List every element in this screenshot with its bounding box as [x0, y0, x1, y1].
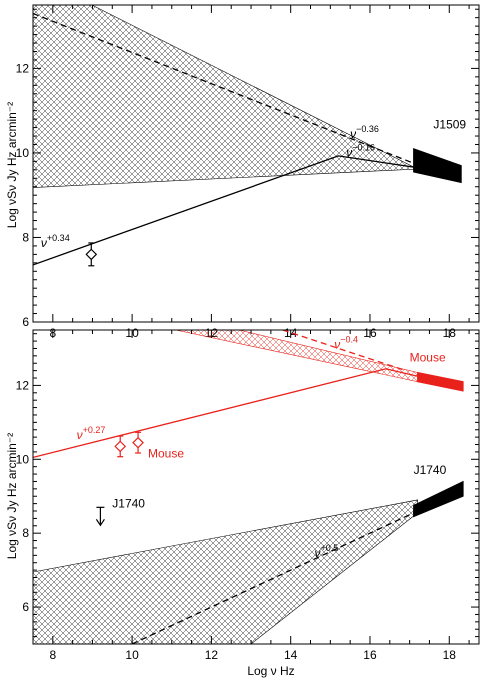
data-point-diamond	[132, 436, 144, 449]
source-label: Mouse	[148, 446, 184, 460]
y-tick-label: 10	[16, 452, 30, 466]
y-tick-label: 8	[22, 230, 29, 244]
source-label: J1509	[433, 117, 466, 131]
data-point-diamond	[114, 440, 127, 453]
y-tick-label: 12	[16, 378, 30, 392]
x-tick-label: 14	[284, 648, 298, 662]
power-law-label: ν+0.27	[77, 425, 106, 442]
spectral-line	[33, 368, 418, 459]
y-axis-label-top: Log νSν Jy Hz arcmin⁻²	[5, 102, 19, 228]
source-label: Mouse	[410, 350, 446, 364]
plot-frame	[32, 4, 480, 323]
hatched-region	[33, 499, 418, 644]
spectral-line	[131, 510, 418, 644]
x-tick-label: 18	[443, 648, 457, 662]
x-axis-label: Log ν Hz	[247, 664, 294, 678]
power-law-label: ν−0.16	[346, 142, 375, 159]
plot-frame	[32, 329, 480, 645]
xray-band	[417, 371, 464, 392]
x-tick-label: 16	[363, 648, 377, 662]
y-tick-label: 10	[16, 146, 30, 160]
source-label: J1740	[414, 463, 447, 477]
plot-area	[33, 5, 462, 267]
power-law-label: ν−0.36	[350, 124, 379, 141]
xray-band	[413, 480, 464, 518]
x-tick-label: 10	[125, 648, 139, 662]
source-label: J1740	[112, 496, 145, 510]
spectral-line	[282, 330, 406, 372]
plot-area	[33, 330, 464, 644]
y-tick-label: 6	[22, 315, 29, 329]
spectral-line	[33, 155, 418, 266]
y-tick-label: 6	[22, 600, 29, 614]
power-law-label: ν−0.4	[334, 334, 358, 351]
y-axis-label-bottom: Log νSν Jy Hz arcmin⁻²	[5, 433, 19, 559]
bottom-panel: Mouse Mouse J1740 J1740 ν+0.27 ν−0.4 ν+0.5 8 10 1…	[16, 329, 480, 662]
power-law-label: ν+0.5	[314, 543, 338, 560]
y-tick-label: 12	[16, 61, 30, 75]
upper-limit-arrowhead	[95, 518, 105, 527]
xray-band	[413, 147, 462, 184]
x-tick-label: 12	[205, 648, 219, 662]
spectral-line	[33, 12, 418, 166]
y-tick-label: 8	[22, 526, 29, 540]
power-law-label: ν+0.34	[41, 233, 70, 250]
x-tick-label: 8	[49, 648, 56, 662]
data-point-diamond	[85, 248, 98, 261]
